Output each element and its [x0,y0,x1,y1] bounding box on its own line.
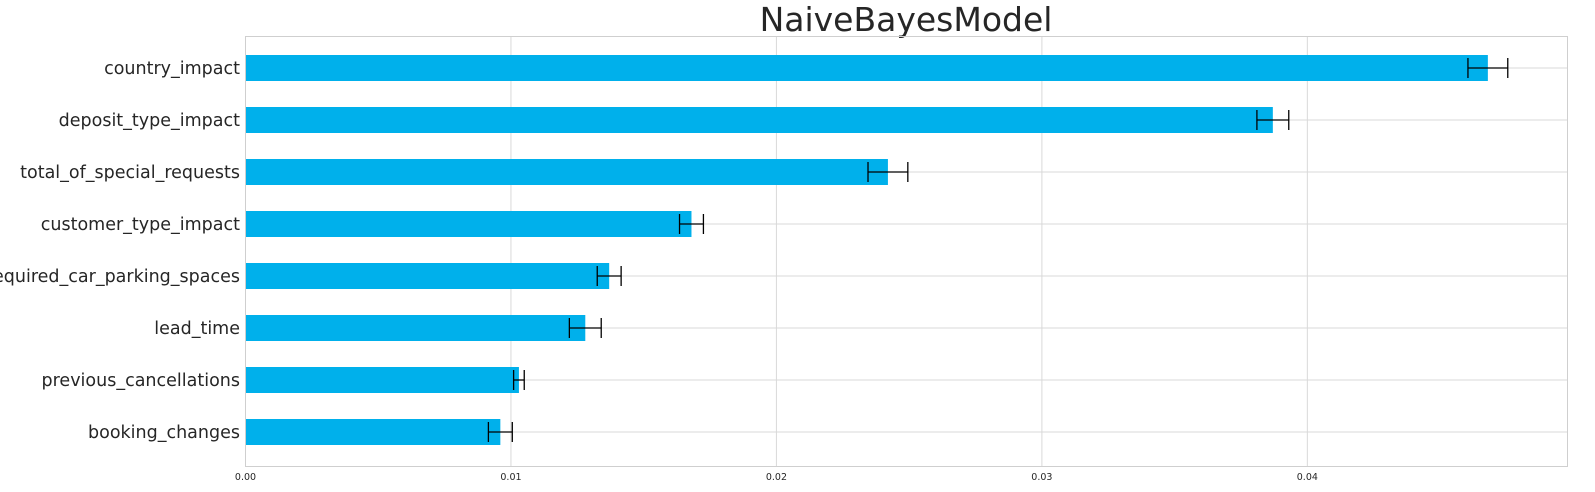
bar-required-car-parking-spaces [245,263,610,289]
error-bars [487,58,1509,442]
x-tick-label: 0.01 [500,472,521,483]
x-tick-label: 0.04 [1297,472,1318,483]
y-tick-label: customer_type_impact [41,215,240,235]
y-tick-label: booking_changes [88,423,240,443]
x-tick-labels: 0.00 0.01 0.02 0.03 0.04 [235,472,1318,483]
y-tick-label: lead_time [154,319,240,339]
bar-lead-time [245,315,586,341]
plot-frame [245,36,1568,467]
chart-title: NaiveBayesModel [760,0,1053,39]
y-tick-label: deposit_type_impact [59,111,240,131]
y-tick-labels: country_impact deposit_type_impact total_o… [0,59,240,443]
bar-total-of-special-requests [245,159,888,185]
y-tick-label: country_impact [104,59,240,79]
bar-previous-cancellations [245,367,519,393]
x-tick-label: 0.02 [766,472,787,483]
bar-country-impact [245,55,1488,81]
bar-customer-type-impact [245,211,692,237]
grid-lines [245,36,1568,467]
bar-booking-changes [245,419,501,445]
bar-deposit-type-impact [245,107,1273,133]
y-tick-label: required_car_parking_spaces [0,267,240,287]
y-tick-label: previous_cancellations [42,371,240,391]
y-tick-label: total_of_special_requests [20,163,240,183]
x-tick-label: 0.03 [1031,472,1052,483]
bars [245,55,1488,445]
x-tick-label: 0.00 [235,472,256,483]
